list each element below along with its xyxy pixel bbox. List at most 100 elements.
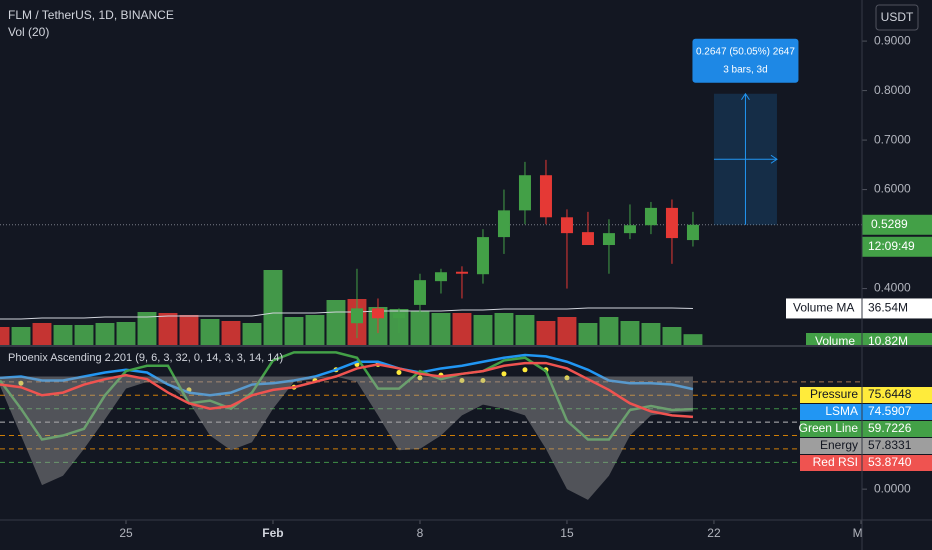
volume-bar <box>473 315 493 345</box>
currency-box[interactable] <box>875 4 919 31</box>
indicator-value: 75.6448 <box>868 387 912 401</box>
x-tick-label: Feb <box>262 526 283 540</box>
volume-bar <box>11 327 31 345</box>
energy-area <box>0 376 693 500</box>
volume-bar <box>137 312 157 345</box>
volume-bar <box>641 323 661 345</box>
indicator-line <box>0 361 694 419</box>
overlay: 0.9000 0.8000 0.7000 0.6000 0.4000 0.0000 0.26… <box>692 33 932 495</box>
pressure-dot <box>417 375 423 381</box>
measure-line: 3 bars, 3d <box>723 64 767 75</box>
volume-bar <box>431 313 451 345</box>
measure-line: 0.2647 (50.05%) 2647 <box>696 46 795 57</box>
candle-body <box>560 217 573 234</box>
pressure-dot <box>564 375 570 381</box>
y-tick-label: 0.8000 <box>874 83 911 97</box>
pressure-dot <box>501 371 507 377</box>
last-price-label: 0.5289 <box>871 217 908 231</box>
indicator-pane <box>0 351 862 500</box>
candle-body <box>518 175 531 211</box>
volume-ma-value: 36.54M <box>868 301 908 315</box>
pressure-dot <box>396 369 402 375</box>
volume-bar <box>305 315 325 345</box>
volume-bar <box>578 323 598 345</box>
measure-tooltip <box>692 38 799 83</box>
candle-body <box>455 271 468 274</box>
candle-body <box>581 232 594 246</box>
volume-bar <box>599 317 619 345</box>
volume-bar <box>326 300 346 345</box>
measure-arrow <box>770 154 778 164</box>
indicator-value: 59.7226 <box>868 421 912 435</box>
volume-bar <box>662 327 682 345</box>
candle-body <box>434 272 447 282</box>
volume-bar <box>557 317 577 345</box>
volume-bar <box>95 323 115 345</box>
candle-body <box>392 313 405 319</box>
last-price-box <box>862 214 932 235</box>
label-box <box>800 421 862 437</box>
countdown: 12:09:49 <box>868 239 915 253</box>
volume-value: 10.82M <box>868 334 908 348</box>
volume-bar <box>242 323 262 345</box>
price-pane <box>0 92 862 345</box>
pressure-dot <box>522 367 528 373</box>
indicator-value: 74.5907 <box>868 404 912 418</box>
label-box <box>806 333 862 346</box>
x-tick-label: Ma <box>853 526 870 540</box>
indicator-value: 53.8740 <box>868 455 912 469</box>
countdown-box <box>862 236 932 257</box>
volume-bar <box>515 315 535 345</box>
candle-body <box>623 225 636 234</box>
label-box <box>800 455 862 471</box>
volume-name: Volume <box>815 334 855 348</box>
label-box <box>862 333 932 346</box>
volume-bar <box>410 311 430 345</box>
candle-body <box>686 224 699 241</box>
volume-bar <box>221 321 241 345</box>
label-box <box>862 455 932 471</box>
y-tick-label: 0.0000 <box>874 481 911 495</box>
label-box <box>862 387 932 403</box>
candle-body <box>644 207 657 226</box>
label-box <box>786 298 862 319</box>
label-box <box>862 404 932 420</box>
label-box <box>800 438 862 454</box>
pressure-dot <box>459 378 465 384</box>
y-tick-label: 0.9000 <box>874 33 911 47</box>
label-box <box>862 421 932 437</box>
pressure-dot <box>480 378 486 384</box>
volume-bar <box>263 270 283 345</box>
candle-body <box>371 308 384 319</box>
volume-bar <box>683 334 703 345</box>
volume-bar <box>179 315 199 345</box>
label-box <box>800 387 862 403</box>
indicator-name: Green Line <box>799 421 859 435</box>
measure-arrow <box>741 92 750 101</box>
volume-bar <box>53 325 73 345</box>
volume-bar <box>74 325 94 345</box>
candle-body <box>497 210 510 238</box>
y-tick-label: 0.4000 <box>874 281 911 295</box>
volume-ma <box>0 307 693 320</box>
indicator-title: Phoenix Ascending 2.201 (9, 6, 3, 32, 0,… <box>8 352 283 364</box>
indicator-value: 57.8331 <box>868 438 912 452</box>
candle-body <box>476 237 489 275</box>
volume-ma-name: Volume MA <box>793 301 854 315</box>
volume-bar <box>200 319 220 345</box>
candle-body <box>539 175 552 218</box>
indicator-line <box>0 351 694 441</box>
indicator-name: Energy <box>820 438 858 452</box>
y-tick-label: 0.7000 <box>874 132 911 146</box>
volume-bar <box>494 313 514 345</box>
indicator-name: LSMA <box>825 404 858 418</box>
candle-body <box>665 207 678 239</box>
candle-body <box>350 308 363 324</box>
pressure-dot <box>18 380 24 386</box>
label-box <box>800 404 862 420</box>
volume-bar <box>158 313 178 345</box>
currency: USDT <box>881 10 914 24</box>
time-axis: 25 Feb 8 15 22 Ma <box>119 520 870 540</box>
symbol-title: FLM / TetherUS, 1D, BINANCE <box>8 8 174 22</box>
